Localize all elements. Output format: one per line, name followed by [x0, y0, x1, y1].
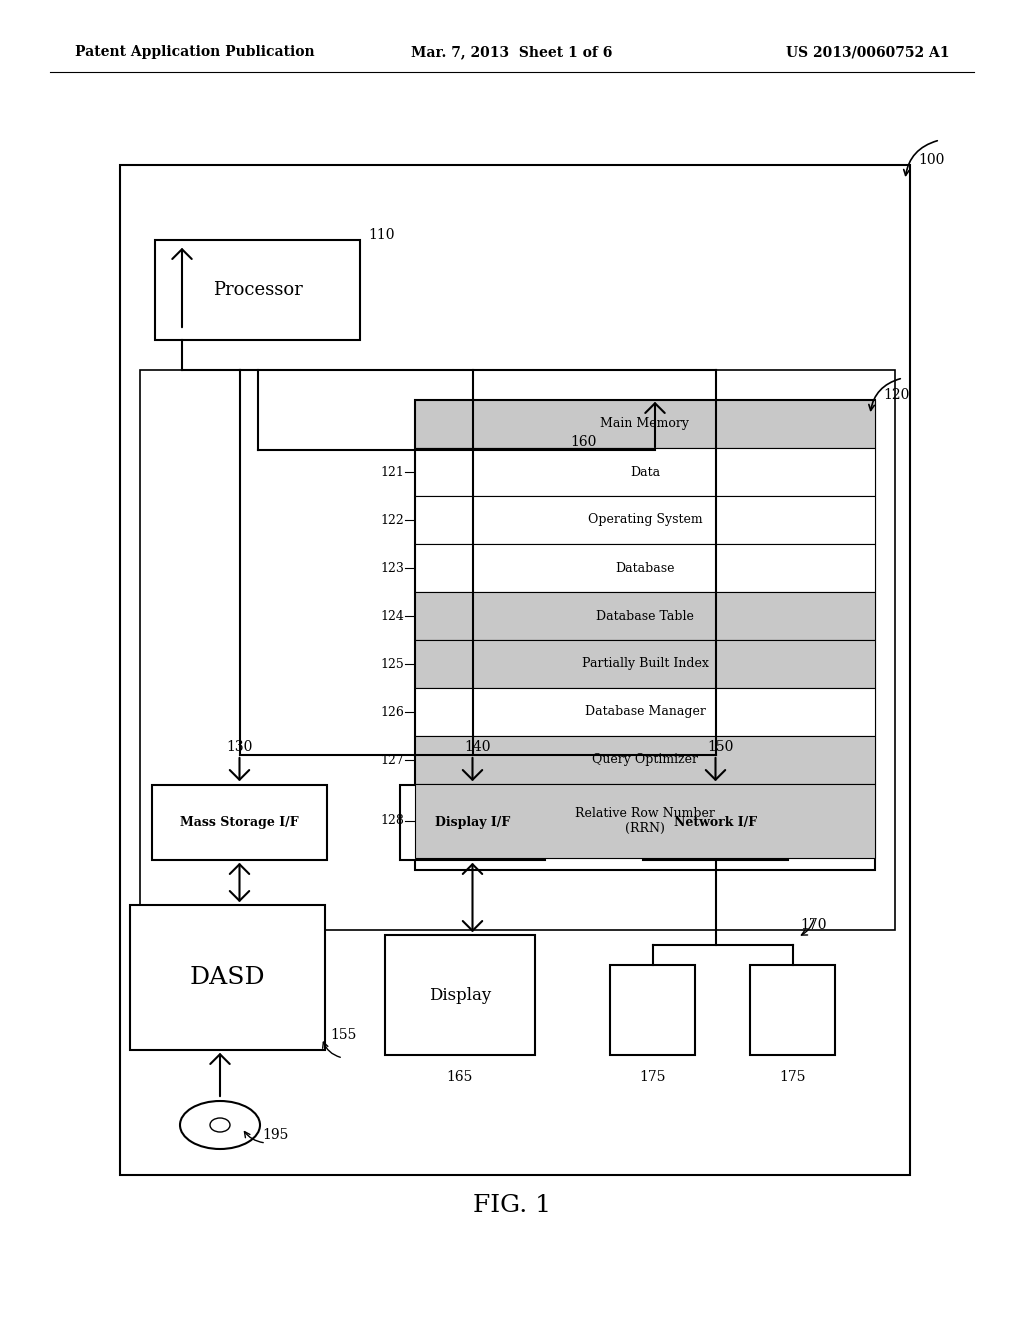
Bar: [415, 400, 874, 447]
Text: 140: 140: [464, 741, 490, 754]
Text: 175: 175: [639, 1071, 666, 1084]
Bar: [415, 544, 874, 591]
Text: 155: 155: [330, 1028, 356, 1041]
Bar: [610, 965, 695, 1055]
Text: 120: 120: [883, 388, 909, 403]
Text: Database Table: Database Table: [596, 610, 694, 623]
Bar: [415, 447, 874, 496]
Text: Database: Database: [615, 561, 675, 574]
Text: 100: 100: [918, 153, 944, 168]
Bar: [400, 785, 545, 861]
Bar: [415, 640, 874, 688]
Text: Relative Row Number
(RRN): Relative Row Number (RRN): [575, 807, 715, 836]
Text: Data: Data: [630, 466, 660, 479]
Bar: [140, 370, 895, 931]
Text: Patent Application Publication: Patent Application Publication: [75, 45, 314, 59]
Text: 127: 127: [380, 754, 404, 767]
Bar: [152, 785, 327, 861]
Text: 110: 110: [368, 228, 394, 242]
Text: Partially Built Index: Partially Built Index: [582, 657, 709, 671]
Bar: [415, 591, 874, 640]
Text: 195: 195: [262, 1129, 289, 1142]
Text: US 2013/0060752 A1: US 2013/0060752 A1: [786, 45, 950, 59]
Bar: [120, 165, 910, 1175]
Text: Database Manager: Database Manager: [585, 705, 706, 718]
Text: 128: 128: [380, 814, 404, 828]
Text: FIG. 1: FIG. 1: [473, 1193, 551, 1217]
Text: 123: 123: [380, 561, 404, 574]
Text: Main Memory: Main Memory: [600, 417, 689, 430]
Text: Display I/F: Display I/F: [435, 816, 510, 829]
Text: Processor: Processor: [213, 281, 302, 300]
Text: Mar. 7, 2013  Sheet 1 of 6: Mar. 7, 2013 Sheet 1 of 6: [412, 45, 612, 59]
Text: 175: 175: [779, 1071, 806, 1084]
Text: Display: Display: [429, 986, 492, 1003]
Text: 122: 122: [380, 513, 404, 527]
Bar: [155, 240, 360, 341]
Text: 125: 125: [380, 657, 404, 671]
Text: 160: 160: [570, 436, 596, 449]
Ellipse shape: [210, 1118, 230, 1133]
Bar: [415, 400, 874, 870]
Text: Operating System: Operating System: [588, 513, 702, 527]
Text: 130: 130: [226, 741, 253, 754]
Text: Mass Storage I/F: Mass Storage I/F: [180, 816, 299, 829]
Text: 126: 126: [380, 705, 404, 718]
Text: Query Optimizer: Query Optimizer: [592, 754, 698, 767]
Text: 165: 165: [446, 1071, 473, 1084]
Text: 170: 170: [801, 917, 827, 932]
Bar: [415, 688, 874, 737]
Text: 150: 150: [708, 741, 733, 754]
Bar: [385, 935, 535, 1055]
Bar: [415, 784, 874, 858]
Ellipse shape: [180, 1101, 260, 1148]
Text: 124: 124: [380, 610, 404, 623]
Bar: [415, 496, 874, 544]
Text: DASD: DASD: [189, 966, 265, 989]
Text: 121: 121: [380, 466, 404, 479]
Bar: [130, 906, 325, 1049]
Text: Network I/F: Network I/F: [674, 816, 757, 829]
Bar: [643, 785, 788, 861]
Bar: [415, 737, 874, 784]
Bar: [750, 965, 835, 1055]
